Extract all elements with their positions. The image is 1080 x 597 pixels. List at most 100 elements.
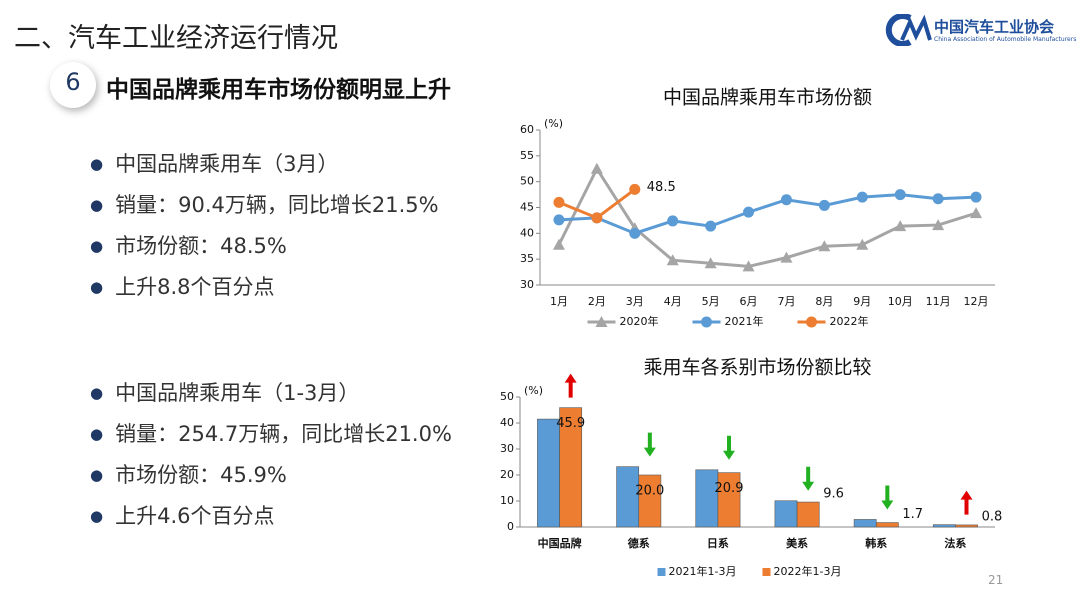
series-line: [558, 193, 977, 235]
page-number: 21: [988, 573, 1004, 587]
marker: [932, 193, 944, 205]
bullet: 上升8.8个百分点: [90, 271, 274, 301]
bar: [955, 524, 978, 528]
marker: [629, 227, 641, 239]
marker: [629, 183, 641, 195]
y-unit: (%): [544, 117, 563, 130]
bar: [638, 474, 662, 528]
y-tick-label: 50: [520, 175, 534, 188]
marker: [590, 162, 603, 174]
y-tick-label: 40: [500, 416, 514, 429]
x-tick-label: 法系: [944, 536, 966, 550]
marker: [704, 257, 717, 269]
data-label: 0.8: [982, 509, 1003, 524]
bullet: 中国品牌乘用车（3月）: [90, 148, 338, 178]
bullet: 中国品牌乘用车（1-3月）: [90, 377, 359, 407]
x-tick-label: 6月: [740, 295, 758, 308]
marker: [666, 254, 679, 266]
y-tick-label: 20: [500, 468, 514, 481]
data-label: 45.9: [556, 416, 585, 431]
data-label: 1.7: [902, 507, 923, 522]
x-tick-label: 11月: [926, 295, 951, 308]
trend-arrow: [564, 373, 577, 398]
marker: [743, 206, 755, 218]
marker: [818, 240, 831, 252]
chart-title: 中国品牌乘用车市场份额: [663, 87, 872, 109]
data-label: 48.5: [647, 180, 676, 195]
marker: [780, 251, 793, 263]
y-tick-label: 35: [520, 252, 534, 265]
bullet: 市场份额：48.5%: [90, 230, 287, 260]
marker: [553, 214, 565, 226]
bar: [853, 519, 877, 528]
logo: [885, 14, 932, 46]
marker: [705, 220, 717, 232]
marker: [591, 212, 603, 224]
section-badge: [50, 62, 96, 108]
marker: [553, 196, 565, 208]
bullet: 市场份额：45.9%: [90, 459, 287, 489]
marker: [806, 316, 817, 328]
legend-label: 2022年1-3月: [774, 564, 842, 578]
header-title: 二、汽车工业经济运行情况: [14, 23, 338, 54]
x-tick-label: 9月: [853, 295, 871, 308]
trend-arrow: [960, 490, 973, 515]
y-tick-label: 60: [520, 123, 534, 136]
x-tick-label: 12月: [964, 295, 989, 308]
series-line: [557, 165, 977, 268]
x-tick-label: 2月: [588, 295, 606, 308]
marker: [894, 189, 906, 201]
legend-label: 2022年: [830, 314, 869, 328]
x-tick-label: 3月: [626, 295, 644, 308]
bar: [932, 524, 956, 528]
y-tick-label: 55: [520, 149, 534, 162]
bar: [717, 472, 741, 528]
marker: [970, 207, 983, 219]
marker: [856, 238, 869, 250]
y-tick-label: 10: [500, 494, 514, 507]
trend-arrow: [643, 432, 656, 457]
marker: [595, 316, 608, 327]
x-tick-label: 中国品牌: [538, 536, 582, 550]
marker: [701, 316, 712, 328]
marker: [552, 238, 565, 250]
bar: [796, 501, 820, 528]
y-unit: (%): [524, 384, 543, 397]
trend-arrow: [881, 485, 894, 510]
org-name-en: China Association of Automobile Manufact…: [934, 36, 1077, 43]
bar: [559, 407, 583, 528]
x-tick-label: 8月: [815, 295, 833, 308]
legend-label: 2021年: [725, 314, 764, 328]
bar: [774, 500, 798, 528]
bullet: 销量：254.7万辆，同比增长21.0%: [90, 418, 452, 448]
bullet: 上升4.6个百分点: [90, 500, 274, 530]
marker: [970, 191, 982, 203]
x-tick-label: 韩系: [865, 536, 887, 550]
x-tick-label: 美系: [786, 536, 808, 550]
section-title: 中国品牌乘用车市场份额明显上升: [106, 77, 451, 103]
org-name: 中国汽车工业协会: [934, 18, 1055, 36]
trend-arrow: [802, 466, 815, 491]
x-tick-label: 7月: [777, 295, 795, 308]
marker: [856, 191, 868, 203]
marker: [932, 219, 945, 231]
legend-label: 2020年: [620, 314, 659, 328]
y-tick-label: 50: [500, 390, 514, 403]
y-tick-label: 45: [520, 201, 534, 214]
y-tick-label: 30: [500, 442, 514, 455]
x-tick-label: 1月: [550, 295, 568, 308]
legend-swatch: [762, 568, 771, 576]
bar: [537, 418, 560, 528]
legend-swatch: [657, 568, 666, 576]
trend-arrow: [723, 435, 735, 460]
chart-title: 乘用车各系别市场份额比较: [643, 357, 871, 379]
marker: [667, 215, 679, 227]
bar: [695, 469, 719, 528]
marker: [780, 194, 792, 206]
x-tick-label: 日系: [707, 536, 729, 550]
bar: [875, 522, 899, 528]
x-tick-label: 10月: [888, 295, 913, 308]
marker: [818, 199, 830, 211]
bullet: 销量：90.4万辆，同比增长21.5%: [90, 189, 438, 219]
